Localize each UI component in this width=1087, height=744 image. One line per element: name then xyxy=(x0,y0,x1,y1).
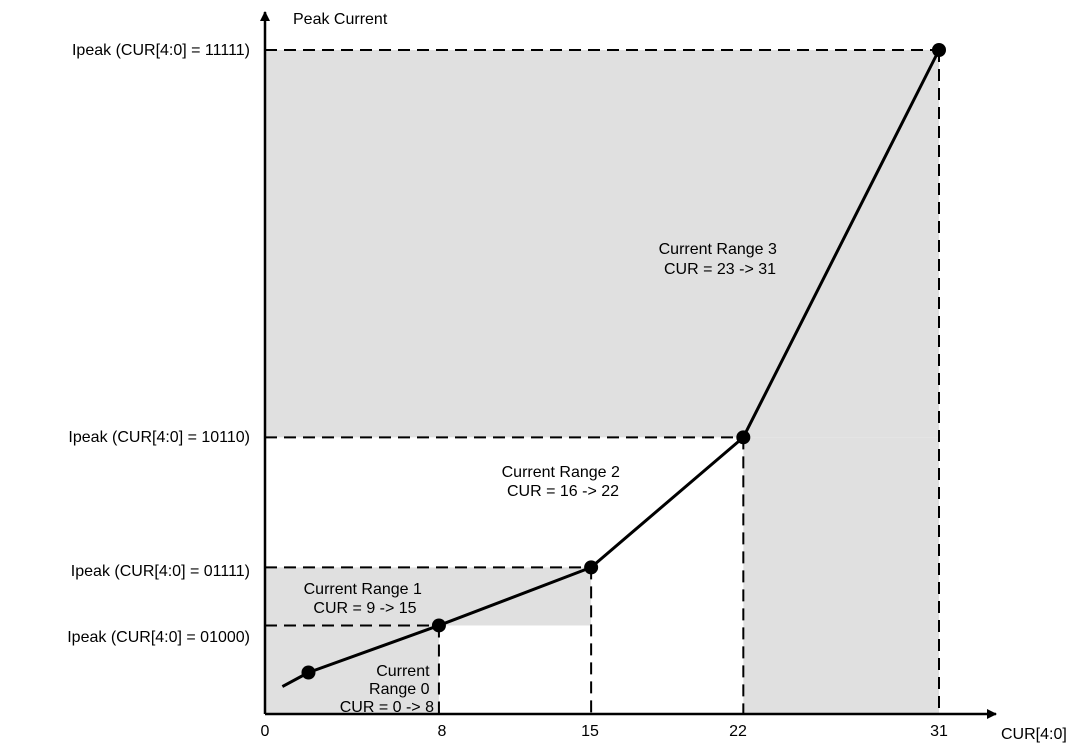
data-point xyxy=(932,43,946,57)
x-axis-label: CUR[4:0] xyxy=(1001,726,1067,743)
range-3-label: Current Range 3 CUR = 23 -> 31 xyxy=(659,241,782,278)
range-0-label: Current Range 0 CUR = 0 -> 8 xyxy=(340,663,434,716)
shaded-region xyxy=(743,437,939,714)
dashed-guides xyxy=(265,49,940,714)
y-tick-label: Ipeak (CUR[4:0] = 01000) xyxy=(67,629,250,646)
data-point xyxy=(431,618,446,633)
shaded-region xyxy=(265,625,439,714)
y-axis-label: Peak Current xyxy=(293,11,388,28)
x-tick-label: 8 xyxy=(438,723,447,740)
shaded-region xyxy=(265,567,592,626)
range-1-label: Current Range 1 CUR = 9 -> 15 xyxy=(304,581,427,617)
data-points xyxy=(301,43,946,680)
y-tick-label: Ipeak (CUR[4:0] = 10110) xyxy=(68,429,250,446)
y-tick-label: Ipeak (CUR[4:0] = 11111) xyxy=(72,42,250,59)
data-point xyxy=(736,430,751,445)
x-tick-label: 22 xyxy=(729,723,747,740)
x-tick-label: 0 xyxy=(261,723,270,740)
x-tick-label: 15 xyxy=(581,723,599,740)
shaded-region xyxy=(265,50,939,438)
data-point xyxy=(301,665,316,680)
y-tick-label: Ipeak (CUR[4:0] = 01111) xyxy=(71,563,250,580)
range-2-label: Current Range 2 CUR = 16 -> 22 xyxy=(502,464,625,500)
data-point xyxy=(584,560,599,575)
x-tick-label: 31 xyxy=(930,723,948,740)
shaded-regions xyxy=(265,50,939,714)
